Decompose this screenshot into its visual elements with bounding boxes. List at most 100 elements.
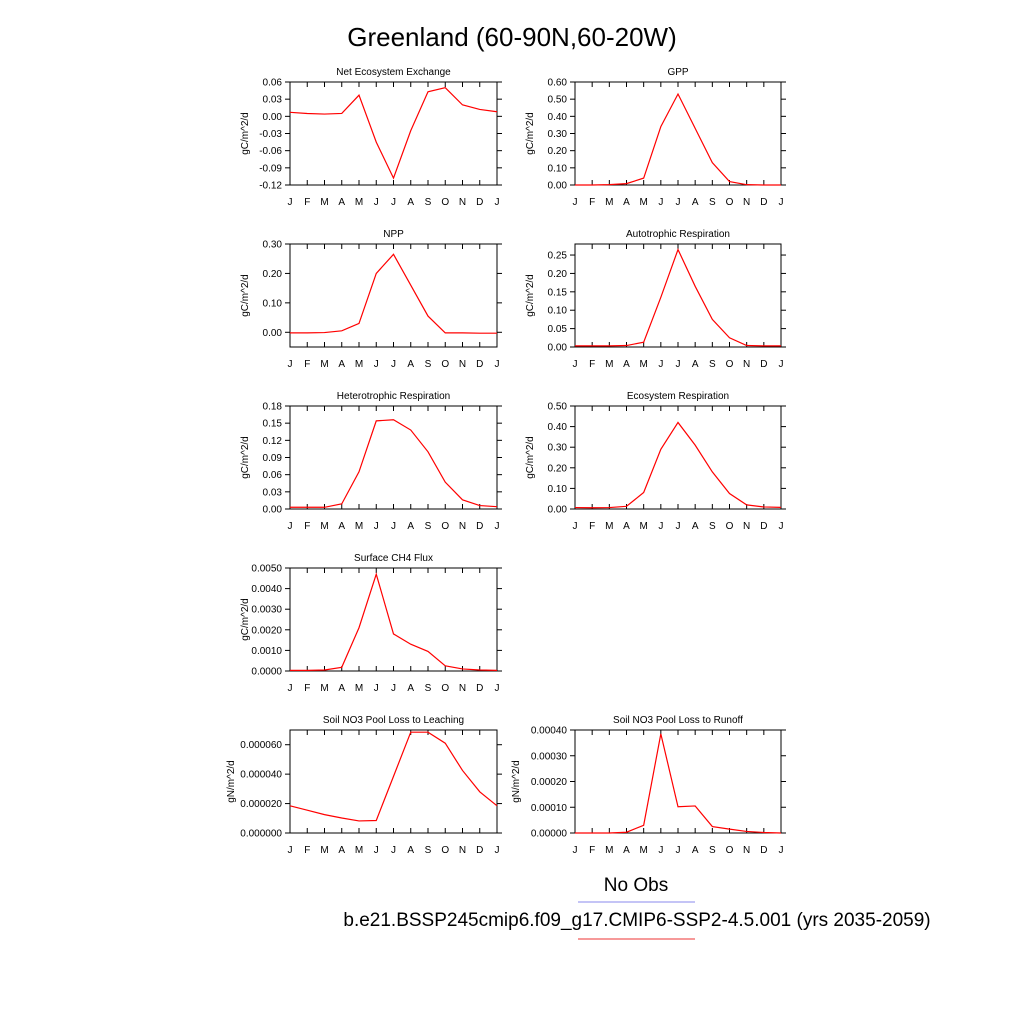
x-tick-label: S (425, 845, 432, 856)
x-tick-label: J (391, 683, 396, 694)
y-axis-label: gC/m^2/d (240, 436, 251, 479)
plot-frame (289, 405, 498, 510)
x-tick-label: J (495, 197, 500, 208)
x-tick-label: J (495, 683, 500, 694)
y-tick-label: 0.0040 (251, 584, 282, 595)
x-tick-label: J (779, 521, 784, 532)
x-tick-label: S (425, 197, 432, 208)
x-tick-label: S (425, 521, 432, 532)
x-tick-label: J (374, 683, 379, 694)
x-tick-label: J (288, 359, 293, 370)
x-tick-label: A (407, 197, 414, 208)
x-tick-label: S (425, 359, 432, 370)
x-tick-label: J (676, 359, 681, 370)
plot-frame (289, 243, 498, 348)
panel-title: NPP (383, 229, 404, 240)
series-line (290, 419, 498, 508)
x-tick-label: J (573, 197, 578, 208)
y-tick-label: 0.00 (548, 343, 568, 354)
y-tick-label: 0.0010 (251, 646, 282, 657)
y-tick-label: 0.00010 (531, 803, 568, 814)
y-tick-label: 0.03 (263, 95, 283, 106)
x-tick-label: M (355, 521, 363, 532)
legend: No Obs b.e21.BSSP245cmip6.f09_g17.CMIP6-… (343, 875, 931, 940)
panel-title: Surface CH4 Flux (354, 553, 433, 564)
y-axis-label: gC/m^2/d (525, 274, 536, 317)
y-tick-label: 0.10 (548, 484, 568, 495)
x-tick-label: S (425, 683, 432, 694)
panel-title: Net Ecosystem Exchange (336, 67, 451, 78)
x-tick-label: J (374, 197, 379, 208)
series-line (289, 87, 498, 180)
y-tick-label: 0.00 (548, 181, 568, 192)
x-tick-label: J (288, 197, 293, 208)
plot-frame (574, 405, 782, 510)
x-tick-label: F (589, 359, 595, 370)
panel-title: Autotrophic Respiration (626, 229, 730, 240)
x-tick-label: J (391, 197, 396, 208)
plot-frame (574, 81, 782, 186)
x-tick-label: D (476, 845, 483, 856)
x-tick-label: J (495, 521, 500, 532)
y-tick-label: 0.09 (263, 453, 283, 464)
y-tick-label: 0.30 (548, 443, 568, 454)
x-tick-label: O (441, 683, 449, 694)
y-tick-label: 0.10 (548, 163, 568, 174)
y-tick-label: 0.000000 (240, 829, 282, 840)
x-tick-label: J (658, 521, 663, 532)
y-tick-label: -0.09 (259, 163, 282, 174)
series-line (290, 253, 497, 334)
x-tick-label: O (726, 521, 734, 532)
page-title: Greenland (60-90N,60-20W) (347, 22, 677, 52)
x-tick-label: O (441, 845, 449, 856)
x-tick-label: N (743, 359, 750, 370)
x-tick-label: A (692, 197, 699, 208)
y-tick-label: 0.03 (263, 487, 283, 498)
x-tick-label: J (676, 521, 681, 532)
x-tick-label: A (623, 359, 630, 370)
y-tick-label: 0.40 (548, 112, 568, 123)
y-tick-label: 0.10 (548, 306, 568, 317)
panel-title: Heterotrophic Respiration (337, 391, 450, 402)
y-tick-label: 0.00 (263, 505, 283, 516)
x-tick-label: A (338, 845, 345, 856)
x-tick-label: J (573, 521, 578, 532)
y-tick-label: 0.000040 (240, 770, 282, 781)
x-tick-label: J (391, 845, 396, 856)
series-line (290, 572, 498, 671)
x-tick-label: J (658, 359, 663, 370)
x-tick-label: M (639, 845, 647, 856)
panel-title: Soil NO3 Pool Loss to Leaching (323, 715, 464, 726)
x-tick-label: M (605, 521, 613, 532)
y-tick-label: 0.000020 (240, 799, 282, 810)
x-tick-label: D (760, 197, 767, 208)
y-axis-label: gC/m^2/d (240, 274, 251, 317)
x-tick-label: M (639, 197, 647, 208)
y-tick-label: 0.50 (548, 95, 568, 106)
plot-frame (289, 729, 498, 834)
y-tick-label: 0.06 (263, 78, 283, 89)
x-tick-label: A (692, 521, 699, 532)
x-tick-label: O (441, 521, 449, 532)
y-tick-label: 0.00 (263, 328, 283, 339)
y-tick-label: 0.60 (548, 78, 568, 89)
plot-frame (289, 567, 498, 672)
x-tick-label: M (320, 359, 328, 370)
y-tick-label: 0.20 (548, 463, 568, 474)
x-tick-label: N (743, 197, 750, 208)
x-tick-label: F (304, 197, 310, 208)
x-tick-label: F (304, 845, 310, 856)
plot-frame (289, 81, 498, 186)
x-tick-label: F (589, 521, 595, 532)
y-axis-label: gC/m^2/d (525, 436, 536, 479)
x-tick-label: A (338, 683, 345, 694)
x-tick-label: A (623, 845, 630, 856)
x-tick-label: A (407, 359, 414, 370)
y-tick-label: 0.18 (263, 402, 283, 413)
y-tick-label: 0.15 (263, 419, 283, 430)
y-tick-label: -0.06 (259, 146, 282, 157)
